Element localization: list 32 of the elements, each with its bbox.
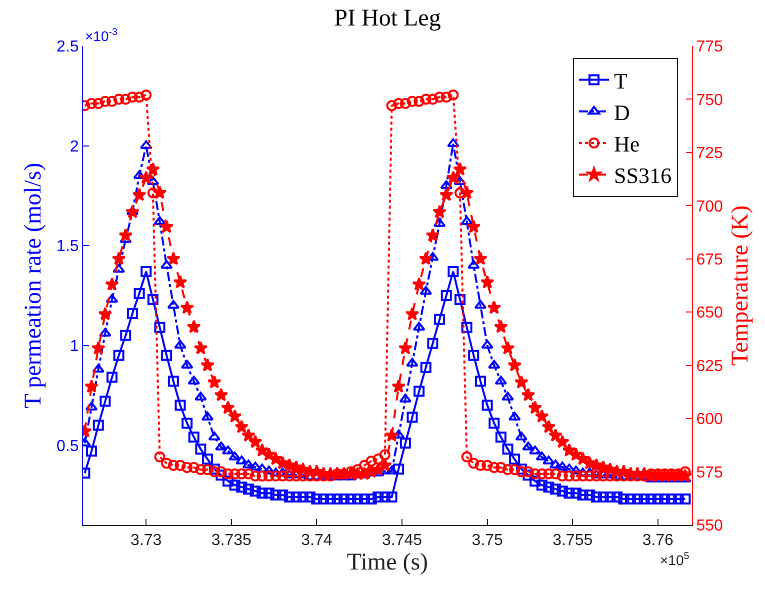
x-axis-title: Time (s) [346,550,428,576]
y-tick-label: 1.5 [56,238,79,256]
y2-tick-label: 650 [696,304,723,322]
y2-tick-label: 575 [696,464,723,482]
legend-label: D [614,100,630,125]
y2-tick-label: 750 [696,92,723,109]
y-tick-label: 2.5 [56,38,79,56]
y-tick-label: 2 [70,138,79,156]
y-axis-title: T permeation rate (mol/s) [20,162,47,408]
y2-tick-label: 675 [696,251,723,268]
x-tick-label: 3.745 [382,532,422,550]
legend-label: He [614,132,640,157]
chart-title: PI Hot Leg [334,6,441,32]
legend-label: SS316 [614,163,672,188]
legend-label: T [614,68,628,94]
y2-axis-title: Temperature (K) [727,205,754,366]
x-tick-label: 3.755 [552,532,593,550]
x-tick-label: 3.735 [211,532,252,550]
y-tick-label: 0.5 [56,438,79,455]
y2-tick-label: 700 [696,198,723,216]
x-tick-label: 3.74 [301,532,332,550]
x-tick-label: 3.75 [472,532,503,550]
x-tick-label: 3.76 [642,532,674,550]
y-tick-label: 1 [70,338,79,355]
y2-tick-label: 550 [696,518,723,535]
x-tick-label: 3.73 [130,532,162,550]
y2-tick-label: 600 [696,411,723,428]
text: ×10$^{-3}$ [85,27,118,44]
y2-tick-label: 625 [696,358,723,375]
y2-tick-label: 775 [696,38,723,56]
y2-tick-label: 725 [696,145,723,162]
text: ×10$^{5}$ [660,551,690,568]
